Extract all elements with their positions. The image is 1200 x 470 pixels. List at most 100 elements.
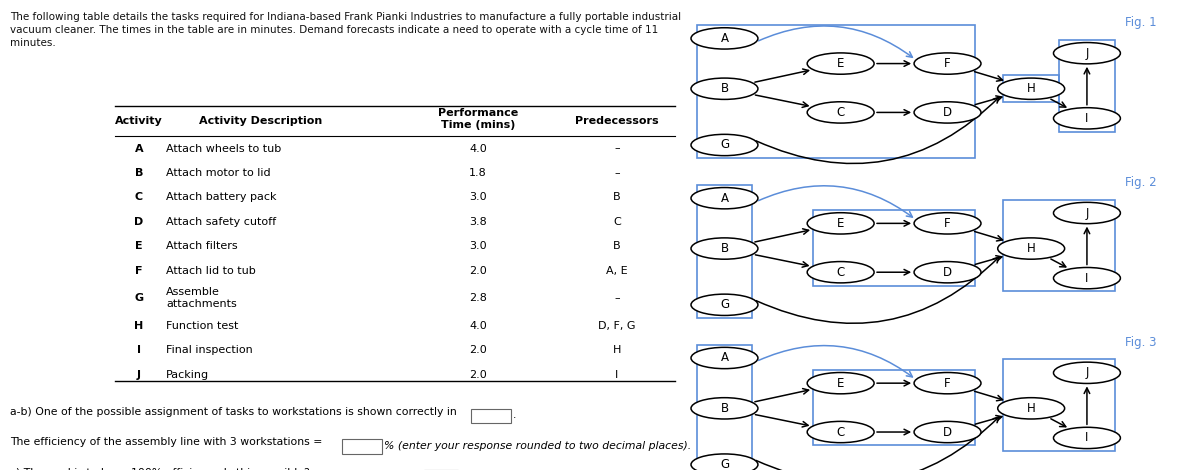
Text: J: J [1085,206,1088,219]
Text: A: A [720,32,728,45]
Text: 3.0: 3.0 [469,192,487,203]
Text: B: B [720,82,728,95]
Circle shape [914,422,980,443]
Text: 4.0: 4.0 [469,143,487,154]
Circle shape [1054,427,1121,448]
Text: H: H [613,345,622,355]
Text: 4.0: 4.0 [469,321,487,331]
Circle shape [914,373,980,394]
Circle shape [808,262,874,283]
Text: J: J [1085,47,1088,60]
Circle shape [691,347,758,368]
Text: .: . [514,410,517,420]
Text: 3.0: 3.0 [469,241,487,251]
Text: Fig. 2: Fig. 2 [1126,176,1157,189]
Text: Fig. 1: Fig. 1 [1126,16,1157,29]
Text: I: I [1085,431,1088,445]
Text: H: H [1027,402,1036,415]
Text: 1.8: 1.8 [469,168,487,178]
Circle shape [691,134,758,156]
Text: Performance
Time (mins): Performance Time (mins) [438,109,518,130]
Text: D: D [943,266,952,279]
Text: I: I [1085,112,1088,125]
Circle shape [808,102,874,123]
Circle shape [914,102,980,123]
Text: % (enter your response rounded to two decimal places).: % (enter your response rounded to two de… [384,440,691,451]
Text: Packing: Packing [166,369,209,380]
Text: D: D [134,217,144,227]
Text: Attach motor to lid: Attach motor to lid [166,168,271,178]
Text: Activity Description: Activity Description [199,116,323,126]
Text: J: J [137,369,140,380]
Text: The efficiency of the assembly line with 3 workstations =: The efficiency of the assembly line with… [10,437,323,447]
Circle shape [997,238,1064,259]
Text: –: – [614,143,619,154]
Text: 2.0: 2.0 [469,369,487,380]
Circle shape [1054,203,1121,224]
Text: F: F [944,57,950,70]
Text: Activity: Activity [115,116,163,126]
Text: –: – [614,168,619,178]
Text: E: E [836,376,845,390]
Text: A: A [720,352,728,365]
Circle shape [808,422,874,443]
Text: F: F [136,266,143,276]
Text: 3.8: 3.8 [469,217,487,227]
Circle shape [997,78,1064,99]
Text: C: C [134,192,143,203]
Text: 2.8: 2.8 [469,293,487,303]
Text: Fig. 3: Fig. 3 [1126,336,1157,349]
Circle shape [808,213,874,234]
Text: B: B [720,242,728,255]
Text: Attach wheels to tub: Attach wheels to tub [166,143,281,154]
Text: c) The goal is to have 100% efficiency. Is this possible?: c) The goal is to have 100% efficiency. … [10,468,310,470]
Circle shape [914,262,980,283]
Text: G: G [720,139,730,151]
Text: –: – [614,293,619,303]
Circle shape [914,213,980,234]
Text: F: F [944,376,950,390]
Text: 2.0: 2.0 [469,345,487,355]
Text: E: E [136,241,143,251]
FancyBboxPatch shape [342,439,382,454]
Text: B: B [134,168,143,178]
Text: I: I [616,369,619,380]
Text: D, F, G: D, F, G [599,321,636,331]
Text: Attach filters: Attach filters [166,241,238,251]
Circle shape [691,28,758,49]
Text: D: D [943,106,952,119]
Circle shape [914,53,980,74]
Text: 2.0: 2.0 [469,266,487,276]
Circle shape [691,188,758,209]
Text: B: B [720,402,728,415]
Circle shape [691,454,758,470]
Text: a-b) One of the possible assignment of tasks to workstations is shown correctly : a-b) One of the possible assignment of t… [10,407,457,416]
Circle shape [691,78,758,99]
Text: H: H [134,321,144,331]
Text: A, E: A, E [606,266,628,276]
Circle shape [1054,362,1121,384]
Text: E: E [836,57,845,70]
Text: Assemble
attachments: Assemble attachments [166,288,236,309]
Text: Attach safety cutoff: Attach safety cutoff [166,217,276,227]
Text: E: E [836,217,845,230]
Circle shape [808,53,874,74]
Text: C: C [836,266,845,279]
Text: F: F [944,217,950,230]
Text: Final inspection: Final inspection [166,345,253,355]
Text: D: D [943,425,952,439]
Text: A: A [134,143,143,154]
Text: B: B [613,241,620,251]
Circle shape [691,294,758,315]
Circle shape [691,238,758,259]
Text: Predecessors: Predecessors [575,116,659,126]
Text: J: J [1085,366,1088,379]
Text: C: C [836,106,845,119]
Text: G: G [720,458,730,470]
Circle shape [1054,43,1121,64]
FancyBboxPatch shape [472,409,510,423]
Text: C: C [836,425,845,439]
Circle shape [997,398,1064,419]
Text: Attach lid to tub: Attach lid to tub [166,266,256,276]
Circle shape [1054,108,1121,129]
